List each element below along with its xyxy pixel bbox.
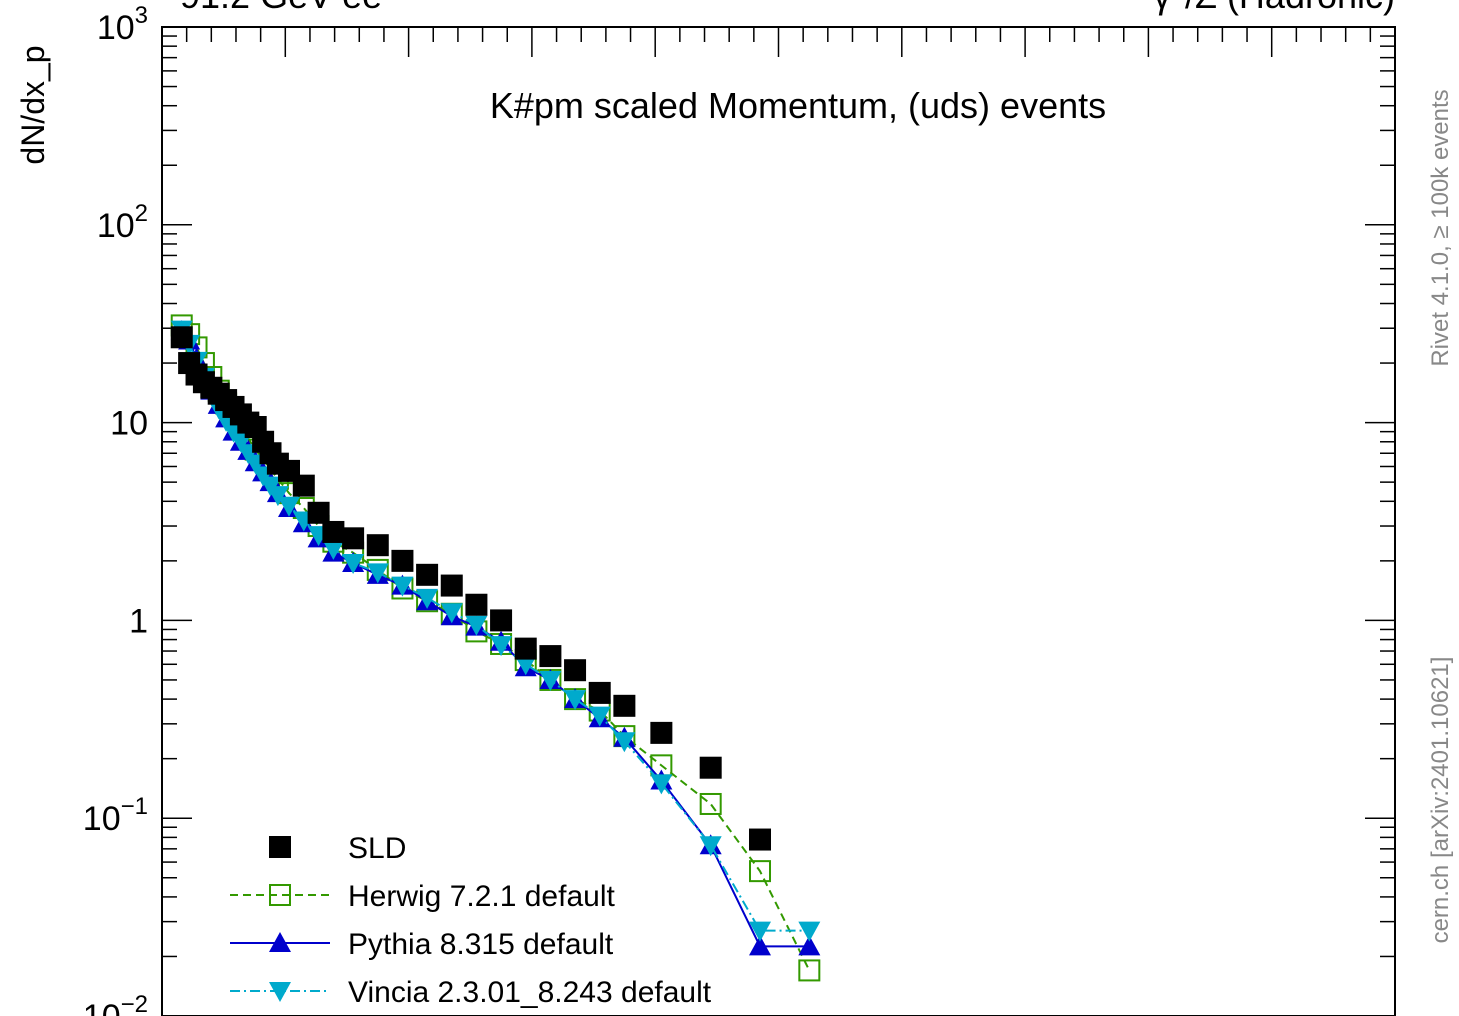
data-point	[269, 884, 291, 906]
data-point	[266, 486, 289, 507]
data-point	[322, 539, 345, 560]
data-point	[307, 501, 330, 524]
data-point	[440, 603, 463, 624]
plot-frame	[161, 26, 1396, 1016]
legend-label: Pythia 8.315 default	[348, 928, 614, 961]
legend-label: Vincia 2.3.01_8.243 default	[348, 976, 712, 1009]
data-point	[699, 792, 722, 815]
side-label-bottom: cern.ch [arXiv:2401.10621]	[1427, 657, 1454, 944]
data-point	[366, 563, 389, 584]
data-point	[613, 694, 636, 717]
legend-label: SLD	[348, 832, 406, 865]
data-point	[749, 828, 772, 851]
data-point	[277, 496, 300, 517]
data-point	[490, 636, 513, 657]
data-point	[391, 576, 414, 597]
y-tick-label: 1	[129, 602, 148, 640]
data-point	[650, 721, 673, 744]
data-point	[650, 774, 673, 795]
data-point	[416, 588, 439, 609]
data-point	[342, 527, 365, 550]
data-point	[798, 959, 821, 982]
data-point	[514, 637, 537, 660]
data-point	[269, 982, 291, 1002]
data-point	[539, 670, 562, 691]
data-point	[699, 756, 722, 779]
data-point	[465, 593, 488, 616]
header-left: 91.2 GeV ee	[180, 0, 382, 16]
data-point	[440, 574, 463, 597]
data-point	[749, 935, 772, 956]
data-point	[798, 921, 821, 942]
data-point	[749, 921, 772, 942]
legend-item: Herwig 7.2.1 default	[230, 880, 615, 913]
y-tick-label: 10−2	[83, 991, 148, 1016]
data-point	[269, 932, 291, 952]
data-point	[490, 609, 513, 632]
series-1	[170, 326, 772, 851]
data-point	[564, 659, 587, 682]
legend-item: Vincia 2.3.01_8.243 default	[230, 976, 712, 1009]
data-point	[613, 732, 636, 753]
data-point	[699, 836, 722, 857]
data-point	[366, 534, 389, 557]
data-point	[391, 549, 414, 572]
y-tick-label: 102	[97, 200, 148, 245]
y-tick-label: 10	[110, 405, 148, 443]
data-point	[269, 836, 291, 858]
chart-title: K#pm scaled Momentum, (uds) events	[490, 85, 1106, 126]
data-point	[514, 655, 537, 676]
legend-label: Herwig 7.2.1 default	[348, 880, 615, 913]
legend-item: SLD	[269, 832, 406, 865]
y-axis-label: dN/dx_p	[15, 45, 51, 164]
data-point	[588, 681, 611, 704]
data-point	[292, 474, 315, 497]
data-point	[416, 563, 439, 586]
data-point	[539, 645, 562, 668]
side-label-top: Rivet 4.1.0, ≥ 100k events	[1427, 89, 1454, 366]
data-point	[798, 935, 821, 956]
data-point	[465, 615, 488, 636]
data-point	[588, 706, 611, 727]
data-point	[170, 326, 193, 349]
data-point	[564, 690, 587, 711]
y-tick-label: 103	[97, 2, 148, 47]
data-point	[342, 554, 365, 575]
data-point	[749, 860, 772, 883]
y-tick-label: 10−1	[83, 793, 148, 838]
legend-item: Pythia 8.315 default	[230, 928, 614, 961]
data-point	[322, 520, 345, 543]
header-right: γ*/Z (Hadronic)	[1153, 0, 1395, 16]
